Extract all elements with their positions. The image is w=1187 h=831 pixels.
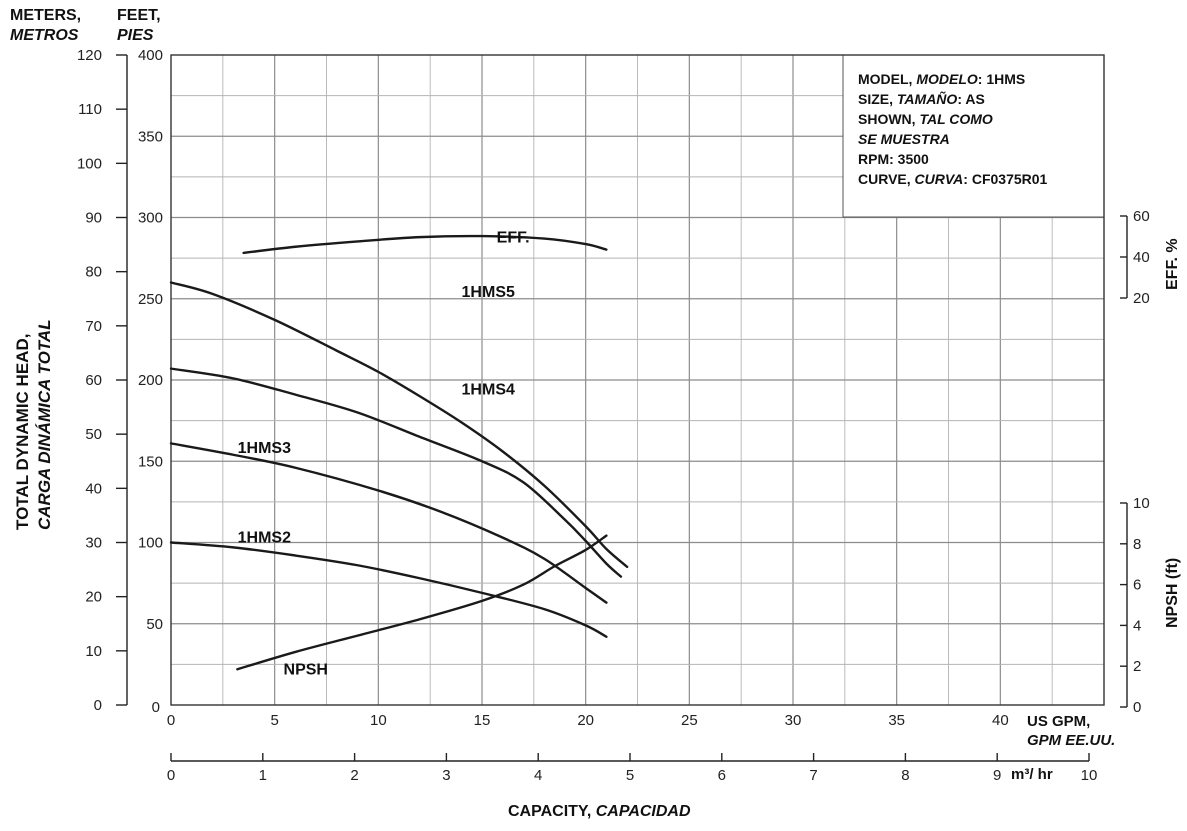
npsh-tick-label: 6 [1133,577,1141,594]
feet-unit-bottom: PIES [117,27,154,44]
meters-tick-label: 110 [78,101,102,118]
series-label-1hms3: 1HMS3 [238,440,291,457]
meters-tick-label: 40 [85,480,102,497]
m3hr-tick-label: 2 [350,767,358,784]
info-rpm: RPM: 3500 [858,151,929,167]
curve-npsh [236,534,608,671]
gpm-unit-line1: US GPM, [1027,713,1091,730]
meters-unit-label: METERS, METROS [10,6,81,46]
info-model: MODEL, MODELO: 1HMS [858,71,1026,87]
info-box: MODEL, MODELO: 1HMS SIZE, TAMAÑO: AS SHO… [858,69,1047,189]
gpm-tick-label: 15 [474,712,491,729]
m3hr-tick-label: 5 [626,767,634,784]
y-axis-title-line1: TOTAL DYNAMIC HEAD, [13,333,32,530]
curves [169,234,629,671]
series-label-1hms2: 1HMS2 [238,530,291,547]
m3hr-tick-label: 6 [718,767,726,784]
meters-tick-label: 80 [85,264,102,281]
npsh-tick-label: 4 [1133,617,1141,634]
m3hr-tick-label: 7 [809,767,817,784]
gpm-unit-label: US GPM, GPM EE.UU. [1027,712,1115,750]
info-curve: CURVE, CURVA: CF0375R01 [858,171,1048,187]
gpm-tick-label: 5 [270,712,278,729]
y-axis-title-line2: CARGA DINÁMICA TOTAL [35,319,54,530]
m3hr-unit-label: m³/ hr [1011,766,1053,783]
npsh-tick-label: 0 [1133,699,1141,716]
m3hr-tick-label: 9 [993,767,1001,784]
plot-frame [170,54,1105,706]
gpm-tick-label: 40 [992,712,1009,729]
tick-labels: 0102030405060708090100110120501001502002… [77,47,1150,784]
gpm-tick-label: 25 [681,712,698,729]
npsh-tick-label: 2 [1133,658,1141,675]
gpm-unit-line2: GPM EE.UU. [1027,732,1116,749]
y-axis-title: TOTAL DYNAMIC HEAD, CARGA DINÁMICA TOTAL [12,230,56,530]
meters-tick-label: 50 [85,426,102,443]
curve-eff [242,234,608,255]
curve-1hms5 [169,281,629,569]
m3hr-tick-label: 4 [534,767,542,784]
eff-axis-title: EFF. % [1164,238,1181,290]
feet-tick-label: 400 [138,47,163,64]
feet-unit-label: FEET, PIES [117,6,161,46]
meters-tick-label: 20 [85,589,102,606]
m3hr-tick-label: 10 [1081,767,1098,784]
info-se-muestra: SE MUESTRA [858,131,950,147]
series-label-eff: EFF. [497,230,530,247]
meters-unit-top: METERS, [10,7,82,24]
eff-tick-label: 40 [1133,249,1150,266]
m3hr-tick-label: 8 [901,767,909,784]
feet-tick-label: 150 [138,453,163,470]
gpm-tick-label: 30 [785,712,802,729]
series-label-1hms5: 1HMS5 [462,284,515,301]
feet-tick-label: 300 [138,210,163,227]
feet-unit-top: FEET, [117,7,161,24]
meters-tick-label: 0 [94,697,102,714]
meters-tick-label: 70 [85,318,102,335]
npsh-axis-title: NPSH (ft) [1164,557,1181,628]
npsh-tick-label: 10 [1133,495,1150,512]
npsh-tick-label: 8 [1133,536,1141,553]
series-label-1hms4: 1HMS4 [462,382,515,399]
series-label-npsh: NPSH [284,661,328,678]
series-labels: 1HMS5 1HMS4 1HMS3 1HMS2 EFF. NPSH [238,230,530,679]
feet-tick-label: 200 [138,372,163,389]
m3hr-tick-label: 1 [259,767,267,784]
meters-tick-label: 100 [77,155,102,172]
grid [171,54,1105,705]
meters-tick-label: 90 [85,210,102,227]
gpm-tick-label: 10 [370,712,387,729]
meters-tick-label: 60 [85,372,102,389]
feet-tick-label: 350 [138,128,163,145]
gpm-tick-label: 35 [888,712,905,729]
m3hr-tick-label: 0 [167,767,175,784]
m3hr-tick-label: 3 [442,767,450,784]
axes [116,54,1128,762]
gpm-tick-label: 20 [577,712,594,729]
x-axis-title: CAPACITY, CAPACIDAD [508,803,691,820]
curve-1hms3 [169,442,608,604]
feet-tick-label: 50 [146,616,163,633]
meters-tick-label: 10 [85,643,102,660]
info-shown: SHOWN, TAL COMO [858,111,993,127]
eff-tick-label: 20 [1133,290,1150,307]
curve-1hms4 [169,367,623,578]
meters-tick-label: 30 [85,535,102,552]
eff-tick-label: 60 [1133,208,1150,225]
gpm-tick-label: 0 [167,712,175,729]
meters-tick-label: 120 [77,47,102,64]
feet-tick-label: 100 [138,535,163,552]
meters-unit-bottom: METROS [10,27,79,44]
feet-tick-label: 0 [152,699,160,716]
feet-tick-label: 250 [138,291,163,308]
curve-1hms2 [169,541,608,638]
info-size: SIZE, TAMAÑO: AS [858,91,985,107]
